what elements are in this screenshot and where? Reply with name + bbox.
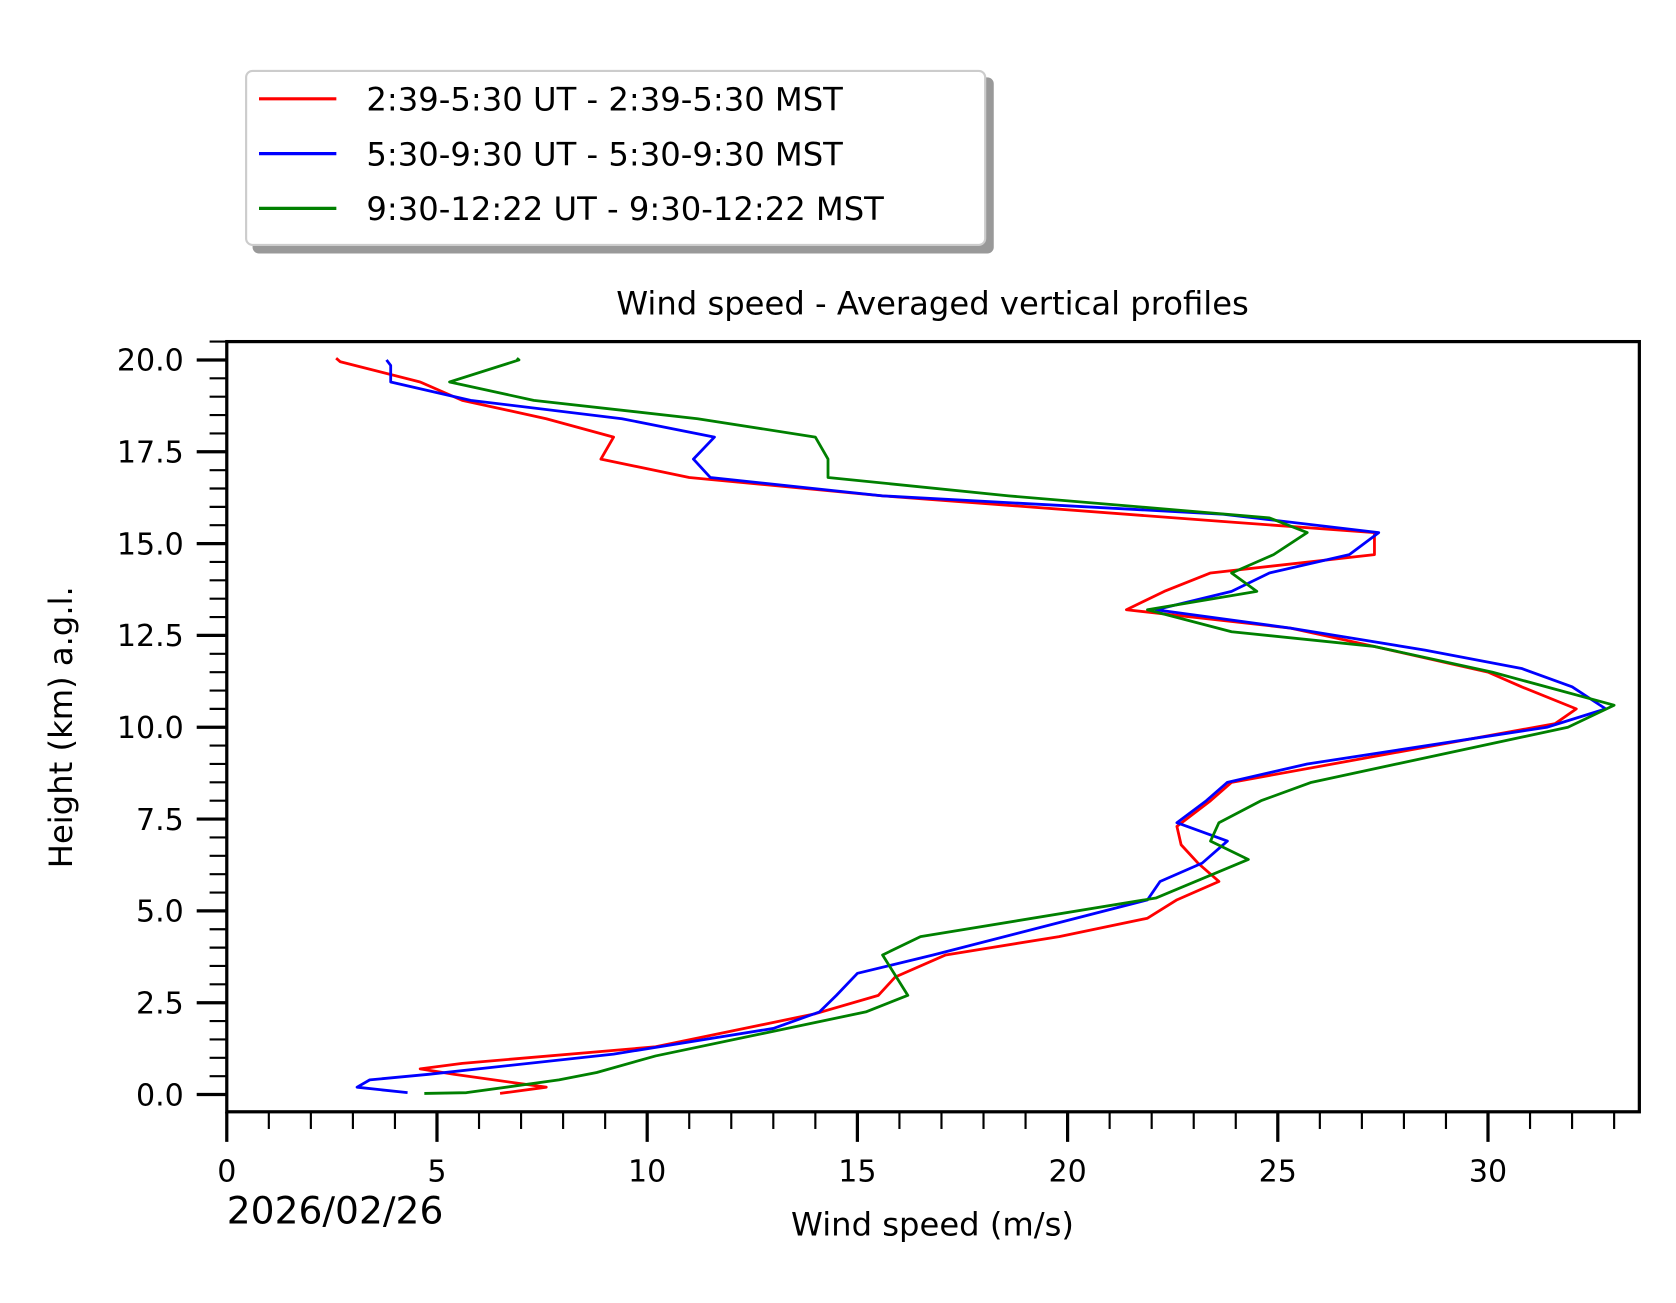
- x-tick-label: 25: [1259, 1155, 1297, 1190]
- y-axis-label: Height (km) a.g.l.: [42, 586, 80, 868]
- y-tick-label: 20.0: [117, 344, 184, 379]
- series-line-2: [355, 359, 1608, 1095]
- x-tick-label: 0: [217, 1155, 236, 1190]
- series-line-3: [424, 357, 1616, 1095]
- x-tick-label: 5: [427, 1155, 446, 1190]
- y-tick-label: 12.5: [117, 619, 184, 654]
- series-layer: [335, 357, 1616, 1095]
- y-tick-label: 2.5: [136, 986, 184, 1021]
- x-tick-label: 10: [628, 1155, 666, 1190]
- x-tick-label: 20: [1048, 1155, 1086, 1190]
- y-tick-label: 5.0: [136, 895, 184, 930]
- legend-box: [245, 69, 987, 246]
- axes-layer: 0 5 10 15 20 25 30 0.0 2.5 5.0 7.5 10.0 12.5 15.0 17.5…: [117, 340, 1616, 1190]
- plot-frame: [225, 339, 1641, 1114]
- y-tick-label: 10.0: [117, 711, 184, 746]
- legend-label-3: 9:30-12:22 UT - 9:30-12:22 MST: [366, 190, 884, 228]
- x-axis-label: Wind speed (m/s): [791, 1205, 1074, 1243]
- y-tick-label: 7.5: [136, 803, 184, 838]
- series-line-1: [335, 357, 1578, 1095]
- legend-label-1: 2:39-5:30 UT - 2:39-5:30 MST: [366, 81, 843, 119]
- legend-label-2: 5:30-9:30 UT - 5:30-9:30 MST: [366, 135, 843, 173]
- chart-title: Wind speed - Averaged vertical profiles: [616, 285, 1249, 323]
- y-tick-label: 15.0: [117, 527, 184, 562]
- y-tick-label: 0.0: [136, 1078, 184, 1113]
- legend: 2:39-5:30 UT - 2:39-5:30 MST 5:30-9:30 UT…: [245, 69, 994, 254]
- y-tick-label: 17.5: [117, 436, 184, 471]
- date-label: 2026/02/26: [227, 1189, 444, 1233]
- x-tick-label: 15: [838, 1155, 876, 1190]
- x-tick-label: 30: [1469, 1155, 1507, 1190]
